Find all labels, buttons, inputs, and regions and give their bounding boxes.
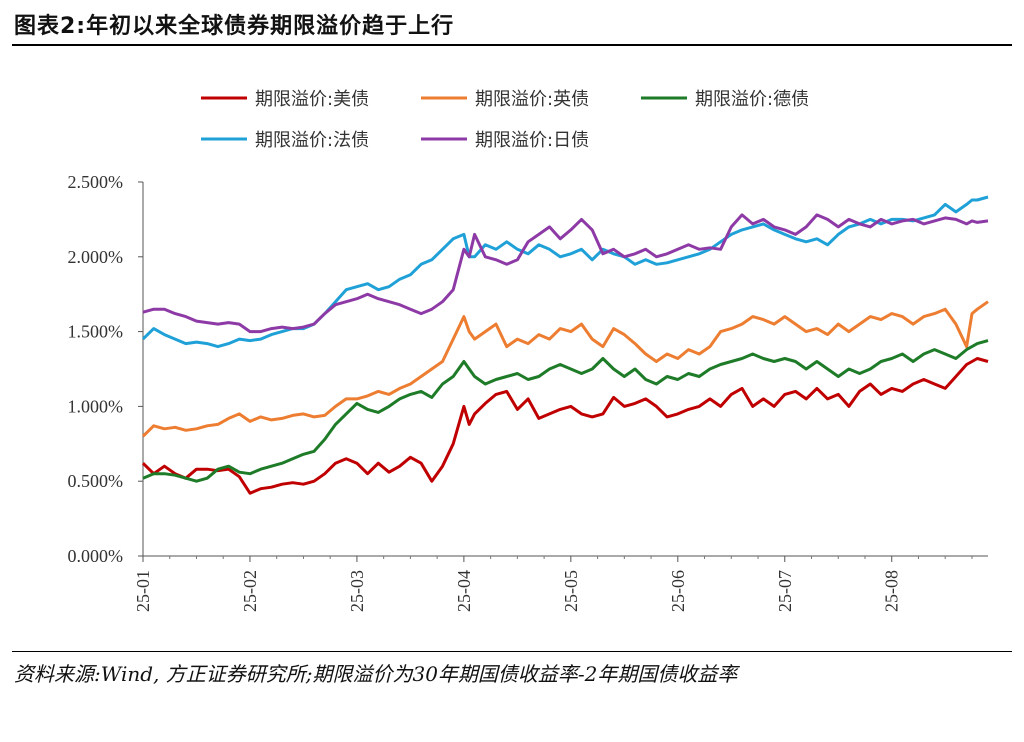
x-tick-label: 25-06 [668,570,688,612]
y-tick-label: 0.500% [68,471,124,491]
x-axis: 25-01 25-02 25-03 25-04 25-05 25-06 25-07 25-08 [133,555,988,612]
series-line-5 [142,213,989,334]
y-tick-label: 1.500% [68,322,124,342]
source-note: 资料来源:Wind, 方正证券研究所;期限溢价为30年期国债收益率-2年期国债收… [14,662,738,686]
x-tick-label: 25-05 [561,570,581,612]
x-tick-label: 25-03 [347,570,367,612]
x-tick-label: 25-07 [775,570,795,612]
legend-label-1: 期限溢价:美债 [255,89,369,110]
y-tick-label: 1.000% [68,396,124,416]
series-line-4 [141,195,989,349]
x-tick-label: 25-02 [240,570,260,612]
title-divider [12,44,1012,46]
series-line-3 [142,339,989,483]
x-tick-label: 25-04 [454,570,474,612]
plot-area [141,195,989,495]
chart-title: 图表2:年初以来全球债券期限溢价趋于上行 [14,14,455,39]
legend-label-4: 期限溢价:法债 [255,130,369,151]
x-tick-label: 25-01 [133,570,153,612]
series-line-2 [141,300,989,438]
footer-divider [12,651,1012,652]
x-tick-label: 25-08 [882,570,902,612]
y-axis: 0.000% 0.500% 1.000% 1.500% 2.000% 2.500% [68,172,144,566]
legend-label-3: 期限溢价:德债 [695,89,809,110]
y-tick-label: 0.000% [68,546,124,566]
legend-label-5: 期限溢价:日债 [475,130,589,151]
series-line-1 [141,357,989,495]
y-tick-label: 2.000% [68,247,124,267]
legend-label-2: 期限溢价:英债 [475,89,589,110]
y-tick-label: 2.500% [68,172,124,192]
